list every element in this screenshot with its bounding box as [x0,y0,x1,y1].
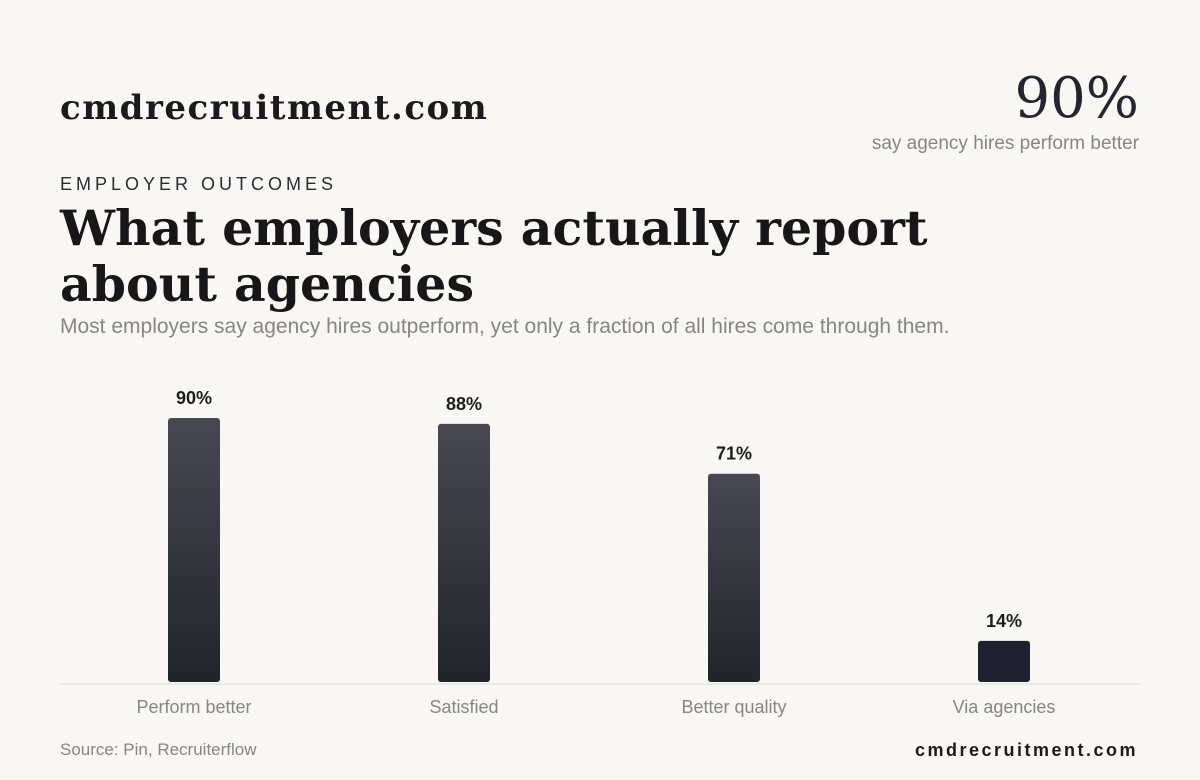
headline-stat: 90% say agency hires perform better [872,66,1139,156]
headline-stat-value: 90% [1014,66,1139,131]
bar-satisfied [438,423,490,682]
bar-chart: 90% Perform better 88% Satisfied 71% Better q… [60,388,1140,717]
bar-better-quality [708,473,760,682]
bar-perform-better [168,418,220,682]
headline-stat-caption: say agency hires perform better [871,133,1139,154]
x-tick-label: Satisfied [429,697,498,717]
bar-value-label: 14% [986,611,1022,631]
chart-subtitle: Most employers say agency hires outperfo… [60,315,950,338]
bar-value-label: 88% [446,394,482,414]
chart-title: What employers actually report about age… [60,199,928,313]
footer-brand: cmdrecruitment.com [914,740,1138,760]
bar-value-label: 71% [716,444,752,464]
x-tick-label: Via agencies [953,697,1056,717]
x-tick-label: Better quality [681,697,786,717]
bar-via-agencies [978,640,1030,682]
bar-value-label: 90% [176,388,212,408]
x-tick-label: Perform better [136,697,251,717]
source-note: Source: Pin, Recruiterflow [60,740,257,759]
section-eyebrow: EMPLOYER OUTCOMES [60,174,338,194]
brand-logo-text: cmdrecruitment.com [60,88,489,128]
